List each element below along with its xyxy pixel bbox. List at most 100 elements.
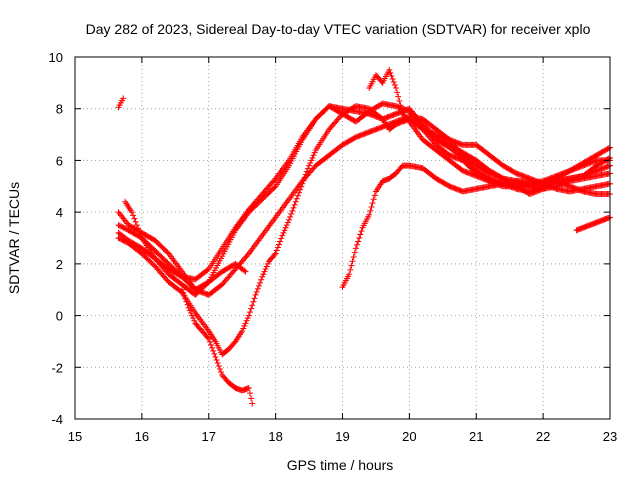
data-point [347,266,354,273]
data-point [244,251,251,258]
data-point [120,224,127,231]
data-point [241,322,248,329]
x-tick-label: 23 [603,429,617,444]
data-point [189,312,196,319]
data-point [249,400,256,407]
data-point [248,395,255,402]
data-point [181,292,188,299]
data-point [212,353,219,360]
data-point [214,359,221,366]
data-point [297,186,304,193]
data-point [258,276,265,283]
data-point [119,224,126,231]
data-point [303,168,310,175]
data-point [244,315,251,322]
series-trace-1 [115,95,127,111]
data-point [275,241,282,248]
data-point [128,209,135,216]
data-point [283,222,290,229]
data-point [180,289,187,296]
y-tick-label: 8 [56,102,63,117]
data-point [135,225,142,232]
data-point [353,241,360,248]
data-point [356,235,363,241]
x-tick-label: 18 [268,429,282,444]
x-tick-label: 17 [202,429,216,444]
data-point [119,236,126,243]
data-point [191,317,198,324]
data-point [240,325,247,332]
data-point [286,216,292,223]
data-point [246,390,253,397]
series-trace-10 [419,126,613,187]
data-point [246,309,253,316]
data-point [190,315,197,322]
data-point [117,223,124,230]
y-tick-label: -2 [51,360,63,375]
data-point [284,219,291,226]
data-point [346,271,353,278]
data-point [136,228,143,235]
data-point [290,204,297,211]
series-trace-9 [366,66,613,190]
data-point [307,160,314,167]
data-point [183,298,190,305]
data-point [289,207,296,214]
data-point [280,229,287,236]
series-trace-7 [179,286,256,407]
y-axis-label: SDTVAR / TECUs [6,182,22,294]
data-point [209,344,216,351]
data-point [291,201,298,208]
data-point [184,301,191,308]
x-tick-labels: 15 16 17 18 19 20 21 22 23 [68,429,617,444]
data-point [185,304,192,311]
data-point [389,75,396,82]
data-point [249,302,256,309]
data-point [306,162,313,169]
data-points [115,66,613,407]
data-point [371,192,378,199]
data-point [231,339,238,346]
data-point [122,238,129,245]
data-point [395,93,402,100]
data-point [210,347,217,354]
data-point [250,298,257,305]
data-point [367,207,374,214]
data-point [298,183,305,190]
data-point [133,222,140,229]
data-point [242,268,249,275]
y-tick-label: -4 [51,412,63,427]
y-tick-label: 0 [56,309,63,324]
data-point [120,237,127,244]
data-point [368,203,375,210]
data-point [350,253,357,260]
y-tick-label: 6 [56,153,63,168]
series-trace-6 [115,103,613,358]
data-point [216,366,223,373]
data-point [393,85,399,92]
data-point [293,195,300,202]
data-point [386,66,393,73]
data-point [218,369,225,376]
data-point [396,97,403,104]
data-point [370,196,377,203]
x-tick-label: 20 [402,429,416,444]
data-point [262,266,269,273]
data-point [278,235,285,242]
data-point [387,69,394,76]
data-point [259,273,266,280]
data-point [206,338,213,345]
data-point [264,260,271,267]
data-point [257,279,264,286]
data-point [351,249,358,256]
data-point [311,149,318,156]
data-point [239,328,246,335]
data-point [207,341,214,348]
data-point [255,282,262,289]
data-point [241,267,248,274]
data-point [366,211,373,218]
data-point [204,334,211,341]
y-tick-label: 10 [49,50,63,65]
data-point [205,335,212,342]
data-point [245,312,252,319]
